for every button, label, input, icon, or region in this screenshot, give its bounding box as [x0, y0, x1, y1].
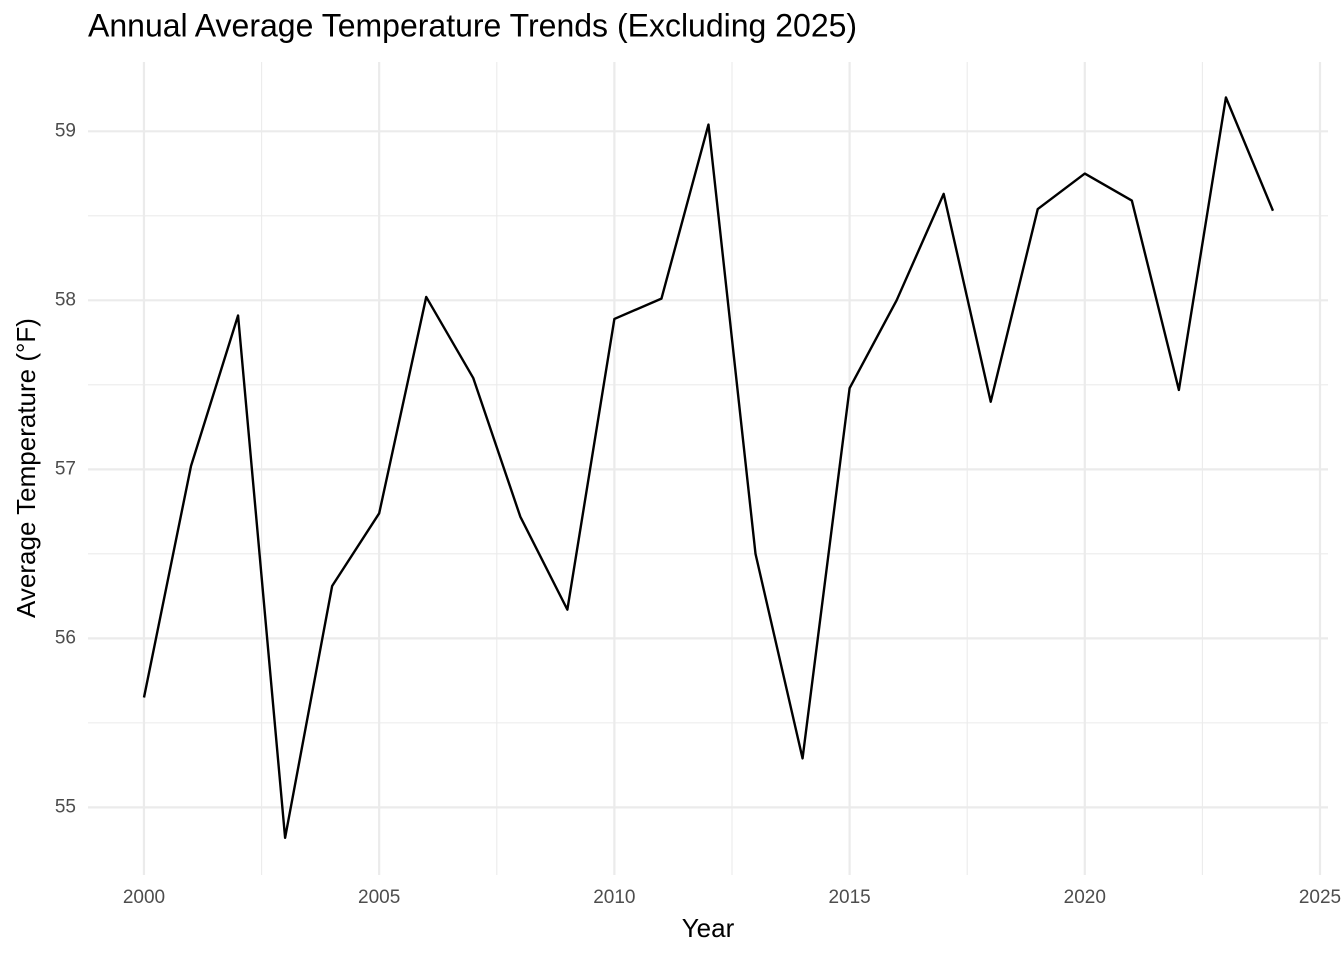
y-tick-label: 57 [55, 458, 76, 479]
x-tick-label: 2010 [593, 887, 635, 908]
y-tick-label: 59 [55, 120, 76, 141]
y-tick-label: 58 [55, 289, 76, 310]
line [142, 96, 1275, 840]
y-axis-label: Average Temperature (°F) [11, 318, 41, 618]
y-tick-label: 56 [55, 627, 76, 648]
x-axis-label: Year [682, 913, 735, 943]
y-tick-label: 55 [55, 796, 76, 817]
x-tick-label: 2025 [1299, 887, 1341, 908]
chart-title: Annual Average Temperature Trends (Exclu… [88, 7, 857, 43]
x-tick-label: 2020 [1064, 887, 1106, 908]
grid [88, 62, 1328, 875]
x-tick-label: 2000 [123, 887, 165, 908]
x-tick-label: 2015 [828, 887, 870, 908]
x-tick-label: 2005 [358, 887, 400, 908]
